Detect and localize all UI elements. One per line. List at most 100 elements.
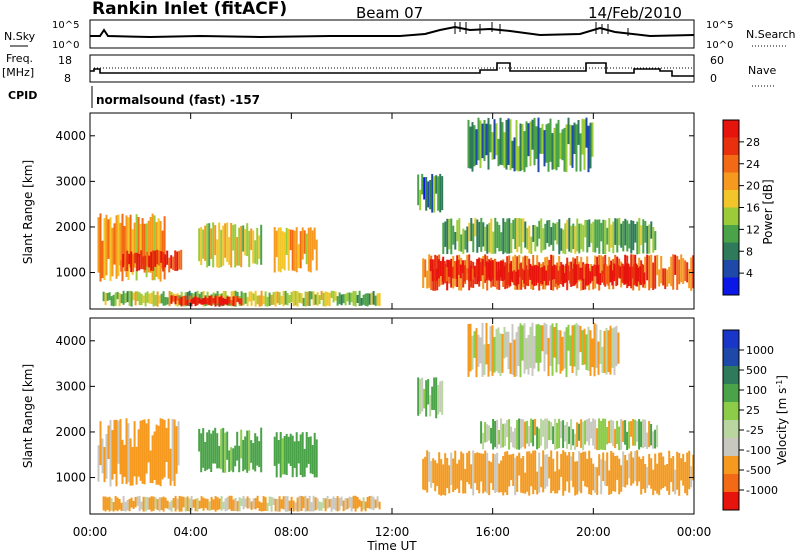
power-cell-11 (481, 123, 484, 159)
power-cell-2 (234, 224, 237, 268)
power-cell-8 (549, 263, 552, 274)
power-cell-9 (604, 220, 607, 255)
velocity-cell-4 (504, 451, 507, 493)
velocity-cell-4 (564, 452, 567, 491)
velocity-cell-0 (109, 420, 112, 487)
power-cell-2 (202, 229, 205, 259)
beam-label: Beam 07 (356, 4, 423, 22)
power-y-ticks: 4000 3000 2000 1000 (55, 129, 694, 280)
power-cell-7 (451, 266, 454, 279)
velocity-cell-4 (540, 466, 543, 488)
power-cell-8 (591, 265, 594, 281)
velocity-cell-4 (602, 452, 605, 482)
velocity-cell-4 (672, 456, 675, 492)
velocity-cell-6 (421, 377, 424, 412)
velocity-cell-4 (454, 450, 457, 491)
velocity-cell-4 (690, 466, 693, 488)
power-cell-7 (435, 268, 438, 281)
velocity-cell-7 (561, 336, 564, 371)
power-cell-2 (228, 237, 231, 265)
power-cell-7 (471, 268, 474, 280)
velocity-cell-2 (293, 441, 296, 468)
velocity-cell-3 (296, 497, 299, 512)
power-cell-7 (467, 268, 470, 282)
power-cbar-tick-label: 8 (746, 245, 753, 258)
power-cell-2 (226, 222, 229, 262)
velocity-cell-4 (684, 462, 687, 494)
velocity-cell-4 (600, 459, 603, 495)
velocity-cell-0 (159, 418, 162, 487)
power-cell-4 (310, 291, 313, 300)
velocity-cell-3 (192, 499, 195, 508)
power-cell-11 (507, 118, 510, 165)
velocity-cell-3 (242, 495, 245, 510)
power-cell-9 (590, 223, 593, 243)
velocity-cell-4 (518, 452, 521, 476)
velocity-cell-7 (579, 326, 582, 353)
velocity-cell-7 (595, 324, 598, 368)
velocity-cell-0 (147, 419, 150, 463)
velocity-cell-3 (206, 498, 209, 511)
velocity-cell-3 (244, 498, 247, 508)
power-cell-9 (492, 231, 495, 254)
power-cell-7 (469, 265, 472, 281)
velocity-cell-3 (342, 500, 345, 512)
power-cell-4 (370, 292, 373, 305)
velocity-cell-7 (495, 328, 498, 372)
power-cell-4 (292, 290, 295, 307)
velocity-cell-4 (640, 459, 643, 495)
velocity-cell-3 (186, 496, 189, 512)
power-cell-7 (453, 261, 456, 279)
power-cell-5 (218, 296, 221, 307)
power-cell-9 (650, 221, 653, 239)
velocity-cell-3 (114, 496, 117, 511)
power-cell-4 (270, 294, 273, 305)
velocity-cell-3 (276, 498, 279, 512)
search-tick-low: 10^0 (706, 40, 733, 51)
power-cell-9 (610, 224, 613, 248)
power-cell-9 (516, 218, 519, 253)
power-cell-2 (214, 225, 217, 256)
velocity-cell-6 (429, 395, 432, 417)
velocity-cell-4 (528, 451, 531, 496)
power-cell-4 (362, 294, 365, 305)
power-cell-4 (102, 291, 105, 302)
power-cell-4 (294, 290, 297, 306)
power-cell-2 (218, 222, 221, 268)
power-cell-9 (618, 218, 621, 246)
velocity-cell-4 (430, 460, 433, 488)
power-cell-11 (513, 137, 516, 172)
velocity-cell-1 (254, 433, 257, 472)
velocity-cell-4 (686, 452, 689, 496)
power-cell-5 (206, 298, 209, 305)
power-cell-4 (240, 291, 243, 305)
power-cell-4 (134, 291, 137, 306)
power-cell-7 (449, 260, 452, 277)
velocity-cell-5 (650, 424, 653, 446)
power-cell-8 (611, 270, 614, 286)
velocity-cell-0 (101, 438, 104, 474)
power-cell-2 (212, 222, 215, 268)
velocity-cbar-tick-label: 1000 (746, 344, 774, 357)
velocity-cell-4 (434, 460, 437, 492)
velocity-cell-0 (133, 421, 136, 477)
velocity-cell-3 (172, 498, 175, 508)
power-cell-3 (275, 230, 278, 258)
velocity-cell-4 (548, 456, 551, 479)
power-cell-9 (494, 217, 497, 254)
velocity-colorbar-cell (723, 366, 739, 385)
velocity-cell-3 (110, 498, 113, 511)
velocity-cell-4 (492, 453, 495, 491)
power-cell-1 (160, 251, 163, 263)
power-cell-8 (507, 272, 510, 286)
velocity-cell-3 (226, 497, 229, 511)
power-cell-4 (376, 293, 379, 306)
velocity-cell-4 (570, 456, 573, 481)
velocity-cell-4 (566, 455, 569, 482)
velocity-cell-7 (523, 323, 526, 374)
velocity-cell-5 (560, 421, 563, 439)
power-cell-8 (601, 270, 604, 283)
power-cell-9 (552, 222, 555, 251)
power-cell-8 (593, 264, 596, 277)
velocity-cell-7 (549, 325, 552, 366)
